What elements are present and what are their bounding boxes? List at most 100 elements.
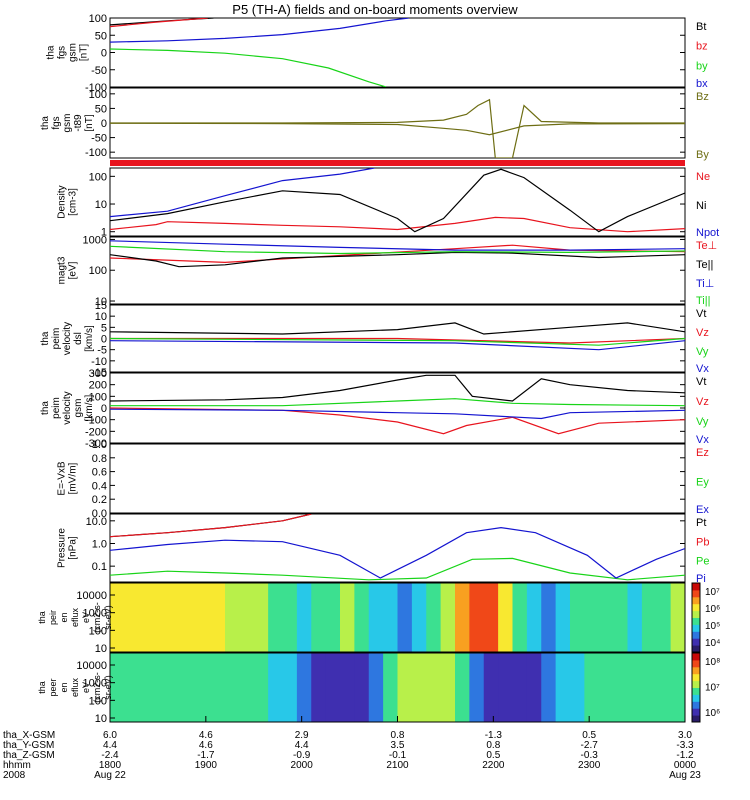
peir-ylabel-line: tha [37,611,47,624]
fgs89-legend-1: By [696,149,709,161]
peer-cell [570,653,585,722]
peir-colorbar-label: 10⁷ [705,587,720,598]
xaxis-z-gsm: -1.2 [676,750,694,761]
peirvel-ytick-label: 200 [89,380,107,392]
peir-ylabel-line: en [59,612,69,622]
peir-cell [253,583,269,652]
peirvel-ylabel-line: velocity [62,391,73,424]
peir-cell [368,583,384,652]
peirvel-legend-2: Vy [696,416,709,428]
temp-ylabel-line: magt3 [57,256,68,284]
peer-colorbar-label: 10⁶ [705,708,720,719]
peir-cell [325,583,341,652]
peer-cell [311,653,327,722]
peimvel-ytick-label: 0 [101,334,107,346]
peirvel-legend-0: Vt [696,376,706,388]
peirvel-ylabel-line: [km/s] [84,394,95,421]
peimvel-legend-2: Vy [696,346,709,358]
temp-legend-0: Te⊥ [696,240,717,252]
peir-cell [455,583,470,652]
xaxis-y-gsm: 4.6 [199,740,213,751]
peirvel-ytick-label: -300 [85,438,107,450]
peir-ytick-label: 1000 [83,608,107,620]
peer-cell [455,653,470,722]
peir-cell [498,583,513,652]
xaxis-row-label: tha_Y-GSM [3,740,54,751]
pressure-legend-2: Pe [696,556,709,568]
peirvel-series-0 [110,374,685,402]
density-series-1 [110,168,685,233]
peer-ylabel-line: eflux [70,677,80,697]
peer-cell [440,653,456,722]
xaxis-row-label: tha_X-GSM [3,730,55,741]
peimvel-ytick-label: -10 [91,356,107,368]
xaxis-z-gsm: -0.1 [389,750,407,761]
peir-ytick-label: 10 [95,643,107,655]
peir-cell [340,583,355,652]
peimvel-legend-3: Vx [696,363,709,375]
peir-colorbar-label: 10⁵ [705,621,720,632]
density-series-0 [110,216,685,233]
peir-cell [656,583,672,652]
peimvel-series-3 [110,340,685,351]
peir-cell [526,583,542,652]
peer-cell [325,653,341,722]
fgs-ytick-label: -50 [91,65,107,77]
peimvel-series-2 [110,337,685,346]
peer-ylabel-line: en [59,682,69,692]
xaxis-x-gsm: -1.3 [485,730,503,741]
peir-colorbar-label: 10⁴ [705,638,720,649]
peer-ytick-label: 1000 [83,678,107,690]
temp-legend-3: Ti|| [696,295,710,307]
peir-colorbar-step [692,610,700,618]
peir-cell [598,583,614,652]
peer-cell [469,653,485,722]
peer-colorbar-label: 10⁸ [705,657,720,668]
peir-ytick-label: 100 [89,625,107,637]
pressure-ytick-label: 1.0 [92,538,107,550]
temp-series-2 [110,240,685,251]
peir-frame [109,582,686,653]
peer-colorbar-frame [691,652,701,723]
peimvel-ylabel-line: [km/s] [84,325,95,352]
fgs89-ylabel-line: gsm [62,114,73,133]
peimvel-legend-1: Vz [696,327,709,339]
peir-cell [397,583,413,652]
peer-colorbar-step [692,701,700,709]
xaxis-y-gsm: 4.4 [295,740,309,751]
peir-ytick-label: 10000 [76,590,107,602]
figure-title: P5 (TH-A) fields and on-board moments ov… [232,2,518,17]
fgs89-ylabel-line: [nT] [84,114,95,131]
fgs-series-3 [110,18,410,43]
efield-ytick-label: 1.0 [92,439,107,451]
peer-cell [196,653,212,722]
peir-cell [239,583,255,652]
peer-cell [181,653,197,722]
peir-cell [584,583,600,652]
peer-colorbar-label: 10⁷ [705,683,720,694]
density-ytick-label: 10 [95,199,107,211]
peer-ytick-label: 10000 [76,660,107,672]
xaxis-y-gsm: -2.7 [581,740,599,751]
peimvel-ytick-label: -15 [91,367,107,379]
peir-cell [167,583,183,652]
peir-cell [411,583,427,652]
fgs-legend-2: by [696,60,708,72]
peimvel-series-1 [110,337,685,344]
temp-ytick-label: 100 [89,265,107,277]
peer-cell [584,653,600,722]
peir-cell [483,583,499,652]
fgs-series-2 [110,48,387,87]
xaxis-y-gsm: 0.8 [486,740,500,751]
peirvel-series-3 [110,408,685,420]
fgs89-legend-0: Bz [696,91,709,103]
pressure-series-1 [110,514,312,538]
efield-ytick-label: 0.0 [92,508,107,520]
fgs-legend-0: Bt [696,21,706,33]
peer-cell [138,653,154,722]
pressure-legend-0: Pt [696,517,706,529]
peer-cell [253,653,269,722]
fgs89-ytick-label: 0 [101,118,107,130]
peimvel-ylabel-line: dsl [73,332,84,345]
fgs-ylabel-line: gsm [68,43,79,62]
